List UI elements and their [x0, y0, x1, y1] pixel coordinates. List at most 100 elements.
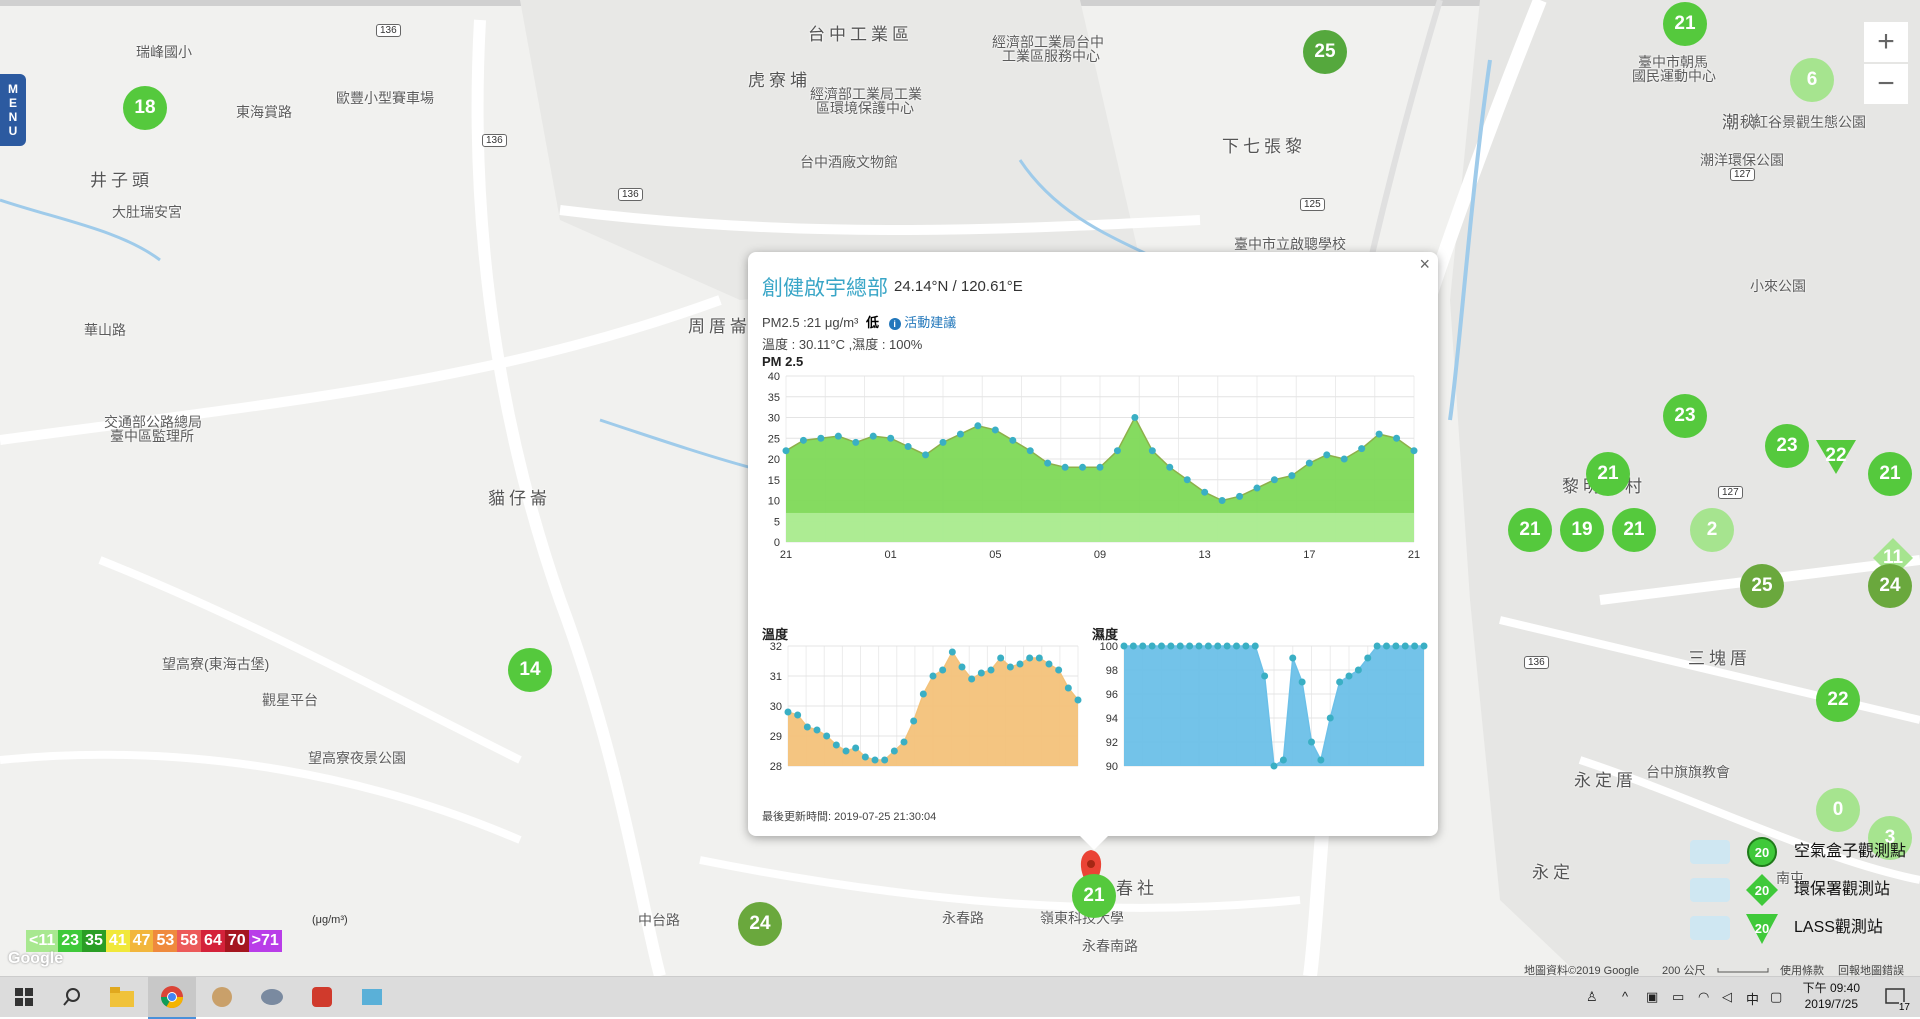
- data-point[interactable]: [782, 447, 790, 455]
- data-point[interactable]: [861, 753, 869, 761]
- station-marker[interactable]: 25: [1303, 30, 1347, 74]
- app-icon-3[interactable]: [298, 977, 346, 1017]
- data-point[interactable]: [1236, 492, 1244, 500]
- data-point[interactable]: [1223, 642, 1231, 650]
- data-point[interactable]: [890, 747, 898, 755]
- data-point[interactable]: [1139, 642, 1147, 650]
- app-icon-2[interactable]: [248, 977, 296, 1017]
- data-point[interactable]: [1251, 642, 1259, 650]
- data-point[interactable]: [939, 438, 947, 446]
- data-point[interactable]: [1373, 642, 1381, 650]
- activity-advice-link[interactable]: i 活動建議: [888, 315, 956, 330]
- data-point[interactable]: [794, 711, 802, 719]
- data-point[interactable]: [956, 430, 964, 438]
- data-point[interactable]: [1204, 642, 1212, 650]
- data-point[interactable]: [1044, 459, 1052, 467]
- data-point[interactable]: [1045, 660, 1053, 668]
- data-point[interactable]: [852, 744, 860, 752]
- file-explorer-icon[interactable]: [98, 977, 146, 1017]
- data-point[interactable]: [1345, 672, 1353, 680]
- data-point[interactable]: [987, 666, 995, 674]
- data-point[interactable]: [977, 669, 985, 677]
- data-point[interactable]: [817, 434, 825, 442]
- data-point[interactable]: [1055, 666, 1063, 674]
- station-marker[interactable]: 25: [1740, 564, 1784, 608]
- station-marker[interactable]: 21: [1508, 508, 1552, 552]
- data-point[interactable]: [1113, 447, 1121, 455]
- data-point[interactable]: [1393, 434, 1401, 442]
- data-point[interactable]: [1195, 642, 1203, 650]
- data-point[interactable]: [1410, 447, 1418, 455]
- action-center-icon[interactable]: 17: [1882, 985, 1910, 1013]
- data-point[interactable]: [1214, 642, 1222, 650]
- data-point[interactable]: [1411, 642, 1419, 650]
- data-point[interactable]: [922, 451, 930, 459]
- data-point[interactable]: [968, 675, 976, 683]
- data-point[interactable]: [1298, 678, 1306, 686]
- station-marker[interactable]: 0: [1816, 788, 1860, 832]
- data-point[interactable]: [852, 438, 860, 446]
- data-point[interactable]: [887, 434, 895, 442]
- data-point[interactable]: [929, 672, 937, 680]
- input-mode-icon[interactable]: ▢: [1770, 989, 1783, 1004]
- data-point[interactable]: [1035, 654, 1043, 662]
- data-point[interactable]: [1096, 463, 1104, 471]
- data-point[interactable]: [1009, 436, 1017, 444]
- data-point[interactable]: [823, 732, 831, 740]
- data-point[interactable]: [1183, 476, 1191, 484]
- station-marker[interactable]: 19: [1560, 508, 1604, 552]
- battery-icon[interactable]: ▭: [1672, 989, 1685, 1004]
- station-marker[interactable]: 6: [1790, 58, 1834, 102]
- map-scale-label[interactable]: 200 公尺: [1662, 965, 1706, 977]
- data-point[interactable]: [1305, 459, 1313, 467]
- zoom-out-button[interactable]: −: [1864, 64, 1908, 104]
- data-point[interactable]: [1129, 642, 1137, 650]
- data-point[interactable]: [1270, 476, 1278, 484]
- data-point[interactable]: [1061, 463, 1069, 471]
- ime-indicator[interactable]: 中: [1746, 992, 1760, 1007]
- volume-icon[interactable]: ◁: [1722, 989, 1732, 1004]
- system-clock[interactable]: 下午 09:40 2019/7/25: [1803, 980, 1860, 1012]
- data-point[interactable]: [834, 432, 842, 440]
- data-point[interactable]: [1364, 654, 1372, 662]
- data-point[interactable]: [1288, 472, 1296, 480]
- data-point[interactable]: [1270, 762, 1278, 770]
- data-point[interactable]: [1006, 663, 1014, 671]
- data-point[interactable]: [1074, 696, 1082, 704]
- station-marker[interactable]: 21: [1586, 452, 1630, 496]
- data-point[interactable]: [997, 654, 1005, 662]
- data-point[interactable]: [1148, 447, 1156, 455]
- data-point[interactable]: [1026, 447, 1034, 455]
- station-marker[interactable]: 14: [508, 648, 552, 692]
- data-point[interactable]: [881, 756, 889, 764]
- app-icon-1[interactable]: [198, 977, 246, 1017]
- app-icon-4[interactable]: [348, 977, 396, 1017]
- windows-start-icon[interactable]: [0, 977, 48, 1017]
- data-point[interactable]: [1392, 642, 1400, 650]
- data-point[interactable]: [1016, 660, 1024, 668]
- station-marker[interactable]: 24: [738, 902, 782, 946]
- people-icon[interactable]: ♙: [1586, 989, 1598, 1004]
- data-point[interactable]: [1131, 414, 1139, 421]
- data-point[interactable]: [1317, 756, 1325, 764]
- data-point[interactable]: [784, 708, 792, 716]
- data-point[interactable]: [1336, 678, 1344, 686]
- data-point[interactable]: [948, 648, 956, 656]
- chrome-icon[interactable]: [148, 977, 196, 1019]
- data-point[interactable]: [919, 690, 927, 698]
- tray-app-icon[interactable]: ▣: [1646, 989, 1659, 1004]
- station-marker[interactable]: 21: [1612, 508, 1656, 552]
- data-point[interactable]: [1026, 654, 1034, 662]
- wifi-icon[interactable]: ◠: [1698, 989, 1710, 1004]
- data-point[interactable]: [1166, 463, 1174, 471]
- data-point[interactable]: [1233, 642, 1240, 650]
- data-point[interactable]: [1326, 714, 1334, 722]
- data-point[interactable]: [1420, 642, 1428, 650]
- data-point[interactable]: [869, 432, 877, 440]
- data-point[interactable]: [974, 422, 982, 430]
- zoom-in-button[interactable]: +: [1864, 22, 1908, 62]
- data-point[interactable]: [803, 723, 811, 731]
- data-point[interactable]: [799, 436, 807, 444]
- data-point[interactable]: [1201, 488, 1209, 496]
